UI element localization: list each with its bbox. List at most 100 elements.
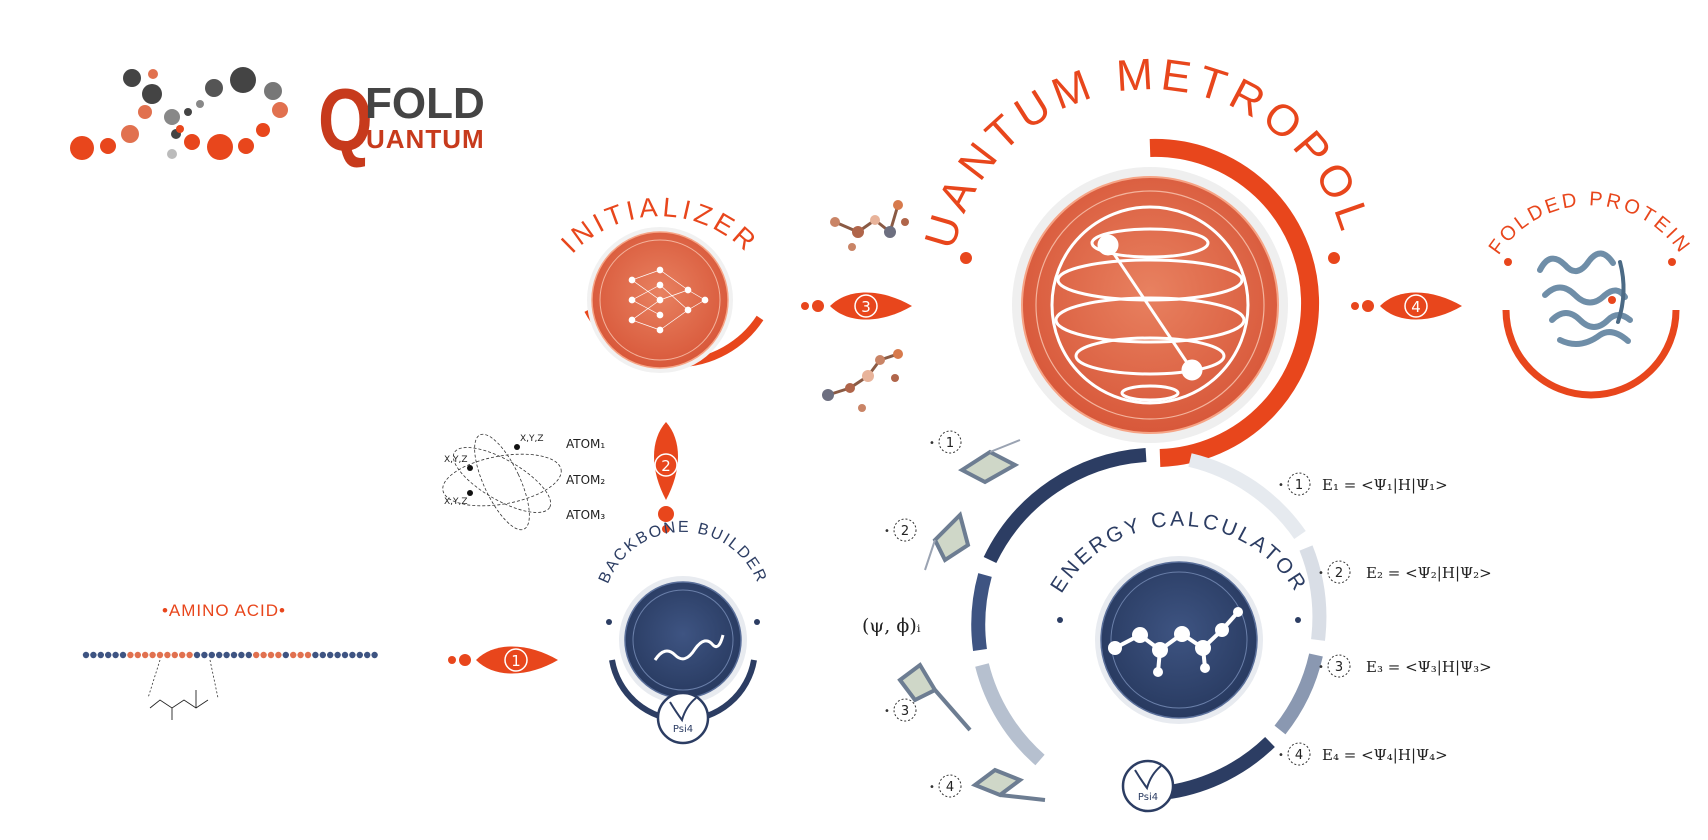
amino-acid-bead <box>304 651 312 659</box>
conformer-3-number: 3 <box>901 704 909 719</box>
metropolis-stage: QUANTUM METROPOLIS <box>0 0 1375 467</box>
amino-acid-bead <box>105 651 112 659</box>
atom-coord-bottom: X,Y,Z <box>444 497 468 507</box>
amino-acid-bead <box>297 651 304 659</box>
energy-eq-4: • 4 E₄ = <Ψ₄|H|Ψ₄> <box>1278 742 1448 766</box>
qfold-logo: Q FOLD UANTUM <box>70 67 485 169</box>
amino-acid-bead <box>245 651 252 659</box>
amino-acid-bead <box>334 651 341 659</box>
amino-acid-structure-icon <box>149 690 209 720</box>
amino-acid-bead <box>216 651 223 659</box>
conformer-3-molecule-icon <box>897 662 972 732</box>
amino-acid-bead <box>171 651 178 659</box>
svg-text:•: • <box>884 706 890 717</box>
neural-network-icon <box>628 266 709 334</box>
amino-acid-bead <box>97 651 105 659</box>
amino-acid-bead <box>230 651 238 659</box>
conformer-1-molecule-icon <box>958 439 1021 485</box>
psi4-badge-energy: Psi4 <box>1121 759 1175 813</box>
conformer-2: • 2 <box>884 511 971 571</box>
backbone-builder-disc[interactable] <box>624 581 742 699</box>
step-2-arrow: 2 <box>654 422 678 533</box>
psi4-label-energy: Psi4 <box>1138 792 1158 803</box>
energy-calculator-stage: ENERGY CALCULATOR Psi4 <box>971 448 1327 813</box>
amino-acid-bead <box>201 651 208 659</box>
svg-text:•: • <box>1278 480 1284 491</box>
folded-protein-title: FOLDED PROTEIN <box>1485 188 1696 258</box>
amino-acid-bead <box>112 651 119 659</box>
amino-acid-bead <box>142 651 149 659</box>
energy-eq-1-number: 1 <box>1295 478 1303 493</box>
conformer-list: • 1 • 2 • 3 • <box>884 430 1046 802</box>
psi4-badge-backbone: Psi4 <box>656 691 710 745</box>
logo-word-uantum: UANTUM <box>366 124 485 154</box>
amino-acid-title: •AMINO ACID• <box>162 601 286 620</box>
energy-equations: • 1 E₁ = <Ψ₁|H|Ψ₁> • 2 E₂ = <Ψ₂|H|Ψ₂> • … <box>1278 472 1492 766</box>
logo-dot-helix <box>70 67 288 160</box>
svg-text:•: • <box>884 526 890 537</box>
svg-text:•: • <box>1278 750 1284 761</box>
energy-ring <box>971 448 1327 799</box>
atom-coord-mid: X,Y,Z <box>444 455 468 465</box>
amino-acid-stage: •AMINO ACID• <box>82 601 378 720</box>
atom-label-2: ATOM₂ <box>566 473 605 487</box>
conformer-2-number: 2 <box>901 524 909 539</box>
conformer-1-number: 1 <box>946 436 954 451</box>
amino-acid-bead <box>119 651 127 659</box>
amino-acid-bead <box>193 651 201 659</box>
torsion-angle-label: (ψ, ϕ)ᵢ <box>862 615 921 637</box>
amino-acid-bead <box>275 651 282 659</box>
conformer-2-molecule-icon <box>924 511 971 571</box>
step-1-arrow: 1 <box>448 646 558 674</box>
amino-acid-bead <box>134 651 141 659</box>
svg-text:•: • <box>1318 662 1324 673</box>
svg-text:•: • <box>1318 568 1324 579</box>
amino-acid-bead <box>223 651 230 659</box>
step-1-number: 1 <box>511 652 521 670</box>
molecule-top <box>830 200 909 251</box>
atom-label-3: ATOM₃ <box>566 508 605 522</box>
energy-eq-4-number: 4 <box>1295 748 1303 763</box>
amino-acid-bead <box>179 651 186 659</box>
conformer-1: • 1 <box>929 430 1021 485</box>
energy-eq-3: • 3 E₃ = <Ψ₃|H|Ψ₃> <box>1318 654 1492 678</box>
amino-acid-bead <box>238 651 245 659</box>
conformer-4: • 4 <box>929 767 1046 802</box>
svg-text:•: • <box>929 782 935 793</box>
metropolis-arc <box>1149 138 1320 467</box>
amino-acid-bead <box>312 651 319 659</box>
amino-acid-chain <box>82 651 378 659</box>
amino-acid-bead <box>319 651 326 659</box>
energy-eq-1: • 1 E₁ = <Ψ₁|H|Ψ₁> <box>1278 472 1448 496</box>
folded-protein-stage: FOLDED PROTEIN <box>1485 188 1696 399</box>
amino-acid-bead <box>356 651 363 659</box>
conformer-4-molecule-icon <box>970 767 1046 802</box>
amino-acid-bead <box>186 651 193 659</box>
step-2-number: 2 <box>661 457 671 475</box>
energy-eq-2-formula: E₂ = <Ψ₂|H|Ψ₂> <box>1366 564 1492 582</box>
molecule-icon-energy <box>1108 607 1243 677</box>
energy-eq-2-number: 2 <box>1335 566 1343 581</box>
amino-acid-bead <box>364 651 371 659</box>
energy-eq-4-formula: E₄ = <Ψ₄|H|Ψ₄> <box>1322 746 1448 764</box>
step-3-arrow: 3 <box>801 292 912 320</box>
step-4-arrow: 4 <box>1351 292 1462 320</box>
step-3-number: 3 <box>861 298 871 316</box>
energy-eq-1-formula: E₁ = <Ψ₁|H|Ψ₁> <box>1322 476 1448 494</box>
amino-acid-bead <box>260 651 267 659</box>
amino-acid-bead <box>156 651 164 659</box>
protein-active-site <box>1608 296 1616 304</box>
conformer-3: • 3 <box>884 662 972 732</box>
svg-text:•: • <box>929 438 935 449</box>
amino-acid-bead <box>267 651 275 659</box>
backbone-builder-stage: BACKBONE BUILDER Psi4 <box>596 519 768 745</box>
amino-acid-bead <box>371 651 378 659</box>
amino-acid-bead <box>149 651 156 659</box>
amino-acid-bead <box>164 651 171 659</box>
energy-eq-3-formula: E₃ = <Ψ₃|H|Ψ₃> <box>1366 658 1492 676</box>
psi4-label-backbone: Psi4 <box>673 724 693 735</box>
amino-acid-bead <box>208 651 215 659</box>
conformer-4-number: 4 <box>946 780 954 795</box>
logo-word-fold: FOLD <box>365 79 485 128</box>
